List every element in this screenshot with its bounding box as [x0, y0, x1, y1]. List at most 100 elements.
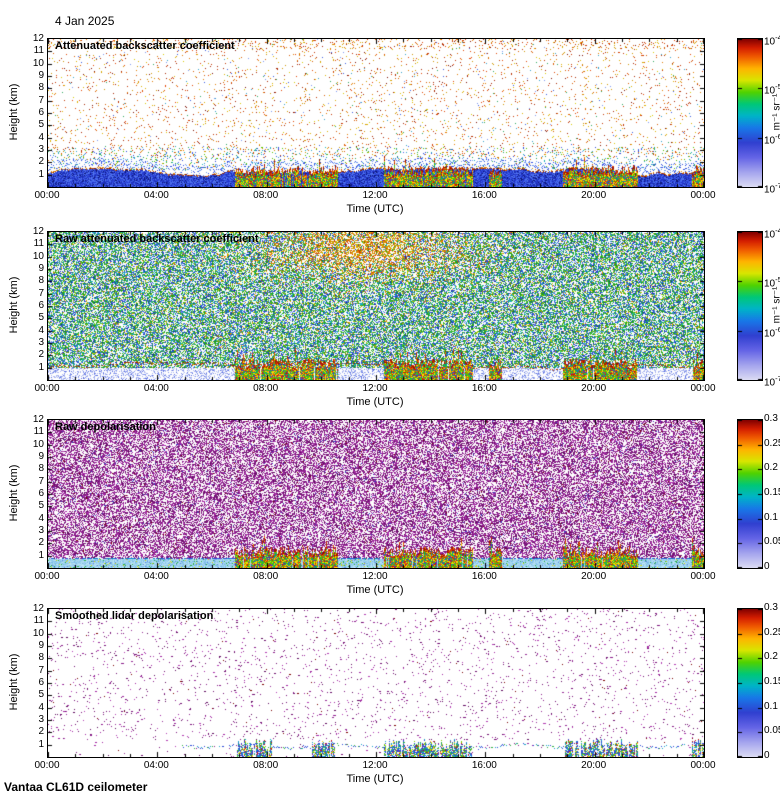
y-tick-label: 3 [38, 714, 44, 725]
x-tick-label: 00:00 [690, 760, 716, 771]
ceilometer-panel-3: Height (km) 1 2 3 4 5 6 7 8 9 10 11 12 Raw depolari… [0, 411, 780, 603]
x-axis-label: Time (UTC) [346, 396, 404, 408]
ceilometer-panel-2: Height (km) 1 2 3 4 5 6 7 8 9 10 11 12 Raw attenuat… [0, 223, 780, 415]
colorbar-tick-label: 10-5 [764, 82, 780, 97]
x-tick-label: 08:00 [253, 571, 279, 582]
colorbar-tick-label: 0.25 [764, 626, 780, 638]
date-label: 4 Jan 2025 [55, 14, 115, 28]
colorbar-tick-label: 0.15 [764, 676, 780, 687]
y-tick-label: 11 [33, 238, 44, 250]
y-tick-label: 5 [38, 312, 44, 324]
colorbar-tick-label: 0.15 [764, 487, 780, 498]
x-tick-label: 12:00 [362, 383, 388, 394]
panel-title: Raw attenuated backscatter coefficient [55, 233, 259, 245]
ceilometer-panel-1: Height (km) 1 2 3 4 5 6 7 8 9 10 11 12 Attenuated b… [0, 30, 780, 222]
colorbar-tick-label: 10-6 [764, 131, 780, 146]
y-tick-label: 8 [38, 82, 44, 94]
y-tick-label: 9 [38, 70, 44, 81]
y-tick-label: 10 [32, 57, 44, 69]
y-tick-label: 3 [38, 525, 44, 536]
x-axis-label: Time (UTC) [346, 584, 404, 596]
panel-title: Smoothed lidar depolarisation [55, 610, 214, 622]
heatmap-plot: Raw attenuated backscatter coefficient [47, 231, 705, 381]
x-tick-label: 08:00 [253, 383, 279, 394]
x-tick-label: 20:00 [581, 190, 607, 201]
colorbar-tick-label: 0.1 [764, 511, 778, 523]
x-tick-label: 08:00 [253, 760, 279, 771]
y-tick-label: 7 [38, 287, 44, 299]
colorbar-tick-label: 0.05 [764, 536, 780, 548]
y-tick-label: 2 [38, 726, 44, 738]
x-tick-label: 04:00 [143, 760, 169, 771]
y-tick-label: 8 [38, 275, 44, 287]
x-tick-label: 00:00 [690, 383, 716, 394]
colorbar-tick-label: 10-4 [764, 33, 780, 48]
y-tick-label: 2 [38, 349, 44, 361]
colorbar-tick-label: 10-5 [764, 275, 780, 290]
x-tick-label: 00:00 [34, 383, 60, 394]
y-tick-label: 6 [38, 488, 44, 499]
y-tick-label: 1 [38, 168, 44, 180]
y-tick-label: 10 [32, 438, 44, 450]
y-tick-label: 1 [38, 549, 44, 561]
x-tick-label: 20:00 [581, 571, 607, 582]
y-tick-label: 7 [38, 664, 44, 676]
x-tick-label: 20:00 [581, 383, 607, 394]
x-axis-label: Time (UTC) [346, 773, 404, 785]
y-tick-label: 5 [38, 500, 44, 512]
heatmap-plot: Smoothed lidar depolarisation [47, 608, 705, 758]
colorbar-tick-label: 0.05 [764, 725, 780, 737]
x-tick-label: 04:00 [143, 383, 169, 394]
y-tick-label: 2 [38, 537, 44, 549]
colorbar-tick-label: 0 [764, 561, 770, 572]
x-tick-label: 12:00 [362, 190, 388, 201]
heatmap-canvas [48, 609, 704, 757]
y-tick-label: 9 [38, 640, 44, 651]
colorbar-canvas [738, 39, 762, 187]
colorbar [737, 608, 763, 758]
y-tick-label: 4 [38, 701, 44, 713]
y-tick-label: 12 [32, 603, 44, 614]
y-tick-label: 11 [33, 615, 44, 627]
colorbar-tick-label: 10-7 [764, 374, 780, 389]
x-tick-label: 20:00 [581, 760, 607, 771]
y-tick-label: 6 [38, 300, 44, 311]
x-tick-label: 04:00 [143, 190, 169, 201]
y-tick-label: 9 [38, 263, 44, 274]
heatmap-plot: Raw depolarisation [47, 419, 705, 569]
x-tick-label: 00:00 [690, 190, 716, 201]
x-tick-label: 00:00 [34, 760, 60, 771]
y-tick-label: 11 [33, 45, 44, 57]
colorbar-tick-label: 0.1 [764, 700, 778, 712]
x-tick-label: 12:00 [362, 760, 388, 771]
y-tick-label: 7 [38, 475, 44, 487]
y-tick-label: 4 [38, 512, 44, 524]
x-tick-label: 00:00 [690, 571, 716, 582]
colorbar-tick-label: 10-7 [764, 181, 780, 196]
y-tick-label: 7 [38, 94, 44, 106]
y-tick-label: 3 [38, 144, 44, 155]
colorbar-unit-label: m⁻¹ sr⁻¹ [771, 93, 780, 131]
y-tick-label: 11 [33, 426, 44, 438]
x-axis-label: Time (UTC) [346, 203, 404, 215]
panel-title: Attenuated backscatter coefficient [55, 40, 235, 52]
y-tick-label: 12 [32, 33, 44, 44]
x-tick-label: 00:00 [34, 571, 60, 582]
x-tick-label: 16:00 [471, 571, 497, 582]
y-tick-label: 4 [38, 324, 44, 336]
colorbar-tick-label: 0.3 [764, 602, 778, 613]
x-tick-label: 00:00 [34, 190, 60, 201]
colorbar-canvas [738, 232, 762, 380]
colorbar-unit-label: m⁻¹ sr⁻¹ [771, 286, 780, 324]
heatmap-plot: Attenuated backscatter coefficient [47, 38, 705, 188]
colorbar-tick-label: 10-4 [764, 226, 780, 241]
x-tick-label: 08:00 [253, 190, 279, 201]
y-tick-label: 10 [32, 627, 44, 639]
panel-title: Raw depolarisation [55, 421, 156, 433]
x-tick-label: 04:00 [143, 571, 169, 582]
colorbar-tick-label: 0.3 [764, 413, 778, 424]
y-tick-label: 1 [38, 361, 44, 373]
y-tick-label: 12 [32, 414, 44, 425]
colorbar [737, 231, 763, 381]
colorbar-tick-label: 0.2 [764, 462, 778, 474]
